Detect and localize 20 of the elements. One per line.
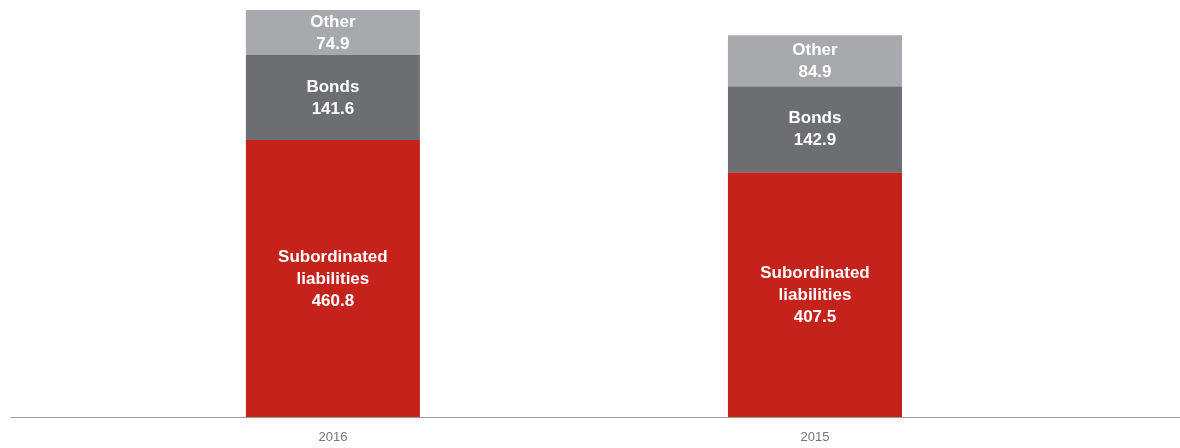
text: Other xyxy=(792,39,838,59)
bar xyxy=(727,86,902,173)
data-label: 74.9 xyxy=(316,33,350,53)
bar xyxy=(727,172,902,417)
x-tick-label: 2016 xyxy=(318,428,348,444)
bar xyxy=(245,55,420,141)
text: Bonds xyxy=(788,108,842,128)
bar xyxy=(245,10,420,56)
series-label: Bonds xyxy=(306,76,360,96)
text: Subordinated liabilities xyxy=(760,262,870,304)
data-label: 142.9 xyxy=(793,130,837,150)
bar xyxy=(245,140,420,417)
series-label: Subordinated liabilities xyxy=(278,246,388,288)
data-label: 460.8 xyxy=(311,290,355,310)
bar xyxy=(727,35,902,87)
x-tick-label: 2015 xyxy=(800,428,830,444)
series-label: Other xyxy=(310,11,356,31)
data-label: 407.5 xyxy=(793,306,837,326)
data-label: 141.6 xyxy=(311,98,355,118)
data-label: 84.9 xyxy=(798,61,832,81)
